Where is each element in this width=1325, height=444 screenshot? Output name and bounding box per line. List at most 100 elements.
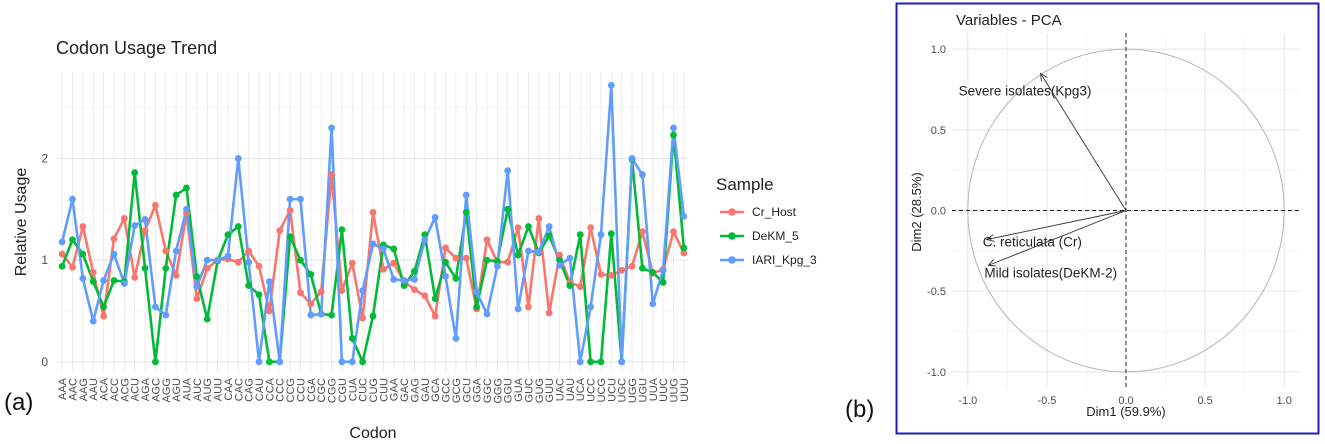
data-point-IARI_Kpg_3: [183, 205, 190, 213]
data-point-IARI_Kpg_3: [411, 276, 418, 283]
data-point-Cr_Host: [58, 250, 66, 258]
x-tick-label: CCG: [285, 378, 297, 402]
pca-tick-labels: -1.0 -0.5 0.0 0.5 1.0 -1.0 -0.5 0.0 0.5 1.0: [927, 44, 1292, 407]
data-point-IARI_Kpg_3: [659, 266, 667, 274]
x-tick-label: ACU: [130, 378, 142, 401]
x-tick-label: UUC: [658, 378, 670, 402]
data-point-IARI_Kpg_3: [421, 236, 429, 244]
data-point-Cr_Host: [255, 262, 263, 270]
data-point-IARI_Kpg_3: [89, 317, 97, 325]
data-point-Cr_Host: [100, 312, 107, 320]
pca-x-tick-label: -1.0: [958, 395, 977, 407]
data-point-DeKM_5: [587, 358, 594, 366]
x-tick-label: CAA: [223, 377, 235, 400]
legend-key-point: [728, 208, 736, 216]
data-point-DeKM_5: [473, 303, 481, 311]
panel-label-b: (b): [845, 396, 874, 423]
data-point-Cr_Host: [680, 249, 688, 257]
data-point-DeKM_5: [152, 358, 159, 366]
data-point-Cr_Host: [504, 258, 512, 266]
data-point-Cr_Host: [141, 227, 149, 235]
data-point-Cr_Host: [297, 289, 304, 297]
data-point-IARI_Kpg_3: [255, 358, 263, 366]
data-point-Cr_Host: [442, 244, 449, 252]
data-point-DeKM_5: [649, 268, 657, 276]
data-point-IARI_Kpg_3: [348, 358, 356, 366]
data-point-DeKM_5: [100, 303, 107, 311]
data-point-Cr_Host: [576, 283, 584, 290]
data-point-IARI_Kpg_3: [69, 195, 76, 203]
x-tick-label: CUU: [378, 378, 390, 402]
data-point-DeKM_5: [659, 279, 667, 286]
data-point-IARI_Kpg_3: [141, 216, 149, 223]
x-tick-label: CGC: [316, 378, 328, 403]
data-point-IARI_Kpg_3: [442, 273, 449, 280]
pca-y-tick-label: -1.0: [927, 367, 946, 379]
x-tick-label: GGU: [503, 378, 515, 403]
x-tick-label: GGA: [472, 377, 484, 402]
legend-label: Cr_Host: [752, 205, 797, 219]
data-point-Cr_Host: [618, 266, 626, 274]
data-point-Cr_Host: [587, 224, 594, 231]
data-point-Cr_Host: [286, 206, 294, 214]
data-point-DeKM_5: [141, 264, 149, 272]
data-point-Cr_Host: [193, 295, 201, 303]
data-point-Cr_Host: [369, 208, 377, 216]
y-tick-labels: 0 1 2: [41, 151, 48, 368]
x-tick-label: GUU: [544, 378, 556, 403]
pca-y-axis-label: Dim2 (28.5%): [909, 172, 924, 251]
data-point-Cr_Host: [639, 228, 646, 236]
x-tick-label: ACA: [99, 377, 111, 400]
x-tick-label: AGA: [140, 377, 152, 401]
data-point-IARI_Kpg_3: [462, 191, 470, 199]
x-tick-label: UUG: [668, 378, 680, 402]
data-point-Cr_Host: [265, 307, 273, 315]
data-point-DeKM_5: [234, 223, 242, 230]
data-point-DeKM_5: [58, 262, 66, 270]
data-point-DeKM_5: [307, 270, 315, 278]
data-point-DeKM_5: [639, 264, 646, 272]
data-point-IARI_Kpg_3: [576, 358, 584, 366]
pca-x-tick-label: 0.0: [1118, 395, 1133, 407]
data-point-DeKM_5: [390, 245, 398, 253]
data-point-IARI_Kpg_3: [431, 214, 439, 221]
data-point-DeKM_5: [452, 275, 460, 282]
x-tick-label: UGC: [617, 378, 629, 403]
data-point-Cr_Host: [328, 171, 335, 179]
pca-x-axis-label: Dim1 (59.9%): [1086, 404, 1165, 419]
x-tick-label: AAA: [57, 377, 69, 400]
data-point-IARI_Kpg_3: [649, 300, 657, 308]
data-point-DeKM_5: [203, 315, 211, 323]
x-tick-label: AAU: [88, 378, 100, 401]
data-point-IARI_Kpg_3: [234, 155, 242, 162]
data-point-IARI_Kpg_3: [338, 358, 346, 366]
x-tick-label: UGG: [627, 378, 639, 403]
data-point-IARI_Kpg_3: [639, 171, 646, 179]
legend-label: DeKM_5: [752, 229, 799, 243]
x-tick-label: CAG: [244, 378, 256, 402]
pca-y-tick-label: -0.5: [927, 286, 946, 298]
data-point-Cr_Host: [359, 314, 367, 322]
data-point-DeKM_5: [286, 233, 294, 241]
data-point-Cr_Host: [69, 263, 76, 271]
data-point-DeKM_5: [576, 231, 584, 239]
x-tick-label: AUA: [181, 377, 193, 400]
x-tick-label: CAC: [233, 378, 245, 401]
x-tick-label: CCC: [275, 378, 287, 402]
legend-label: IARI_Kpg_3: [752, 253, 817, 267]
x-tick-label: GCC: [441, 378, 453, 403]
data-point-Cr_Host: [535, 215, 543, 222]
data-point-IARI_Kpg_3: [276, 358, 284, 366]
data-point-IARI_Kpg_3: [483, 310, 491, 318]
loading-vector: [986, 210, 1127, 240]
data-point-IARI_Kpg_3: [566, 254, 574, 262]
x-tick-label: UGU: [637, 378, 649, 403]
x-tick-label: ACC: [109, 378, 121, 401]
data-point-Cr_Host: [452, 254, 460, 262]
data-point-DeKM_5: [545, 232, 553, 240]
vector-label: Mild isolates(DeKM-2): [984, 265, 1117, 280]
data-point-IARI_Kpg_3: [473, 288, 481, 296]
panel-label-a: (a): [4, 389, 33, 416]
data-point-DeKM_5: [680, 244, 688, 252]
x-tick-label: GUG: [534, 378, 546, 403]
